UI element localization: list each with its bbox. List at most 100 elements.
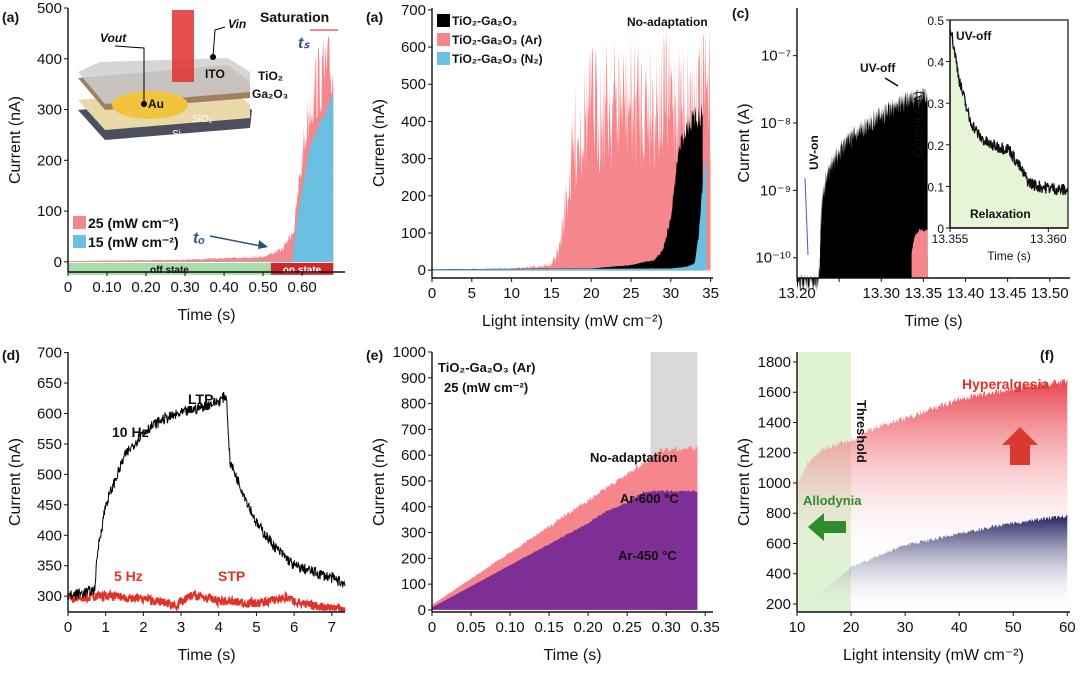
y-tick-label: 0.1 [927, 180, 944, 194]
y-tick-label: 0 [54, 254, 62, 271]
y-tick-label: 500 [401, 473, 426, 490]
x-tick-label: 4 [215, 619, 223, 636]
series-area-0 [432, 28, 711, 271]
y-axis-label: Current (nA) [911, 91, 925, 157]
y-tick-label: 400 [37, 527, 62, 544]
vin-wire [212, 26, 226, 58]
y-tick-label: 400 [766, 566, 791, 583]
to-arrowhead [258, 240, 268, 249]
series-area-black [797, 87, 928, 293]
y-tick-label: 300 [37, 588, 62, 605]
y-tick-label: 700 [37, 345, 62, 362]
y-tick-label: 1200 [758, 445, 791, 462]
threshold-label: Threshold [854, 400, 869, 463]
axes-5 [793, 352, 1070, 616]
vin-label: Vin [228, 17, 246, 31]
ito-label: ITO [205, 67, 225, 81]
ltp-label: LTP [188, 391, 213, 407]
series-line-10hz [67, 391, 346, 600]
series-line-5hz [67, 588, 346, 613]
no-adaptation-label: No-adaptation [627, 15, 708, 29]
legend-label: TiO₂-Ga₂O₃ (N₂) [452, 52, 543, 66]
legend-swatch-0 [73, 216, 86, 229]
x-tick-label: 0.05 [456, 619, 485, 636]
y-tick-label: 300 [401, 525, 426, 542]
y-axis-label: Current (nA) [371, 99, 388, 187]
y-tick-label: 10⁻⁸ [760, 115, 791, 132]
y-axis-label: Current (nA) [7, 96, 24, 184]
x-tick-label: 25 [623, 285, 640, 302]
x-tick-label: 0.20 [574, 619, 603, 636]
y-axis-label: Current (nA) [371, 438, 388, 526]
y-tick-label: 1000 [393, 344, 426, 361]
y-tick-label: 100 [401, 576, 426, 593]
material-label: TiO₂-Ga₂O₃ (Ar) [438, 360, 536, 375]
x-tick-label: 13.50 [1031, 285, 1069, 302]
x-tick-label: 0 [428, 285, 436, 302]
y-tick-label: 200 [37, 152, 62, 169]
label-10hz: 10 Hz [112, 424, 149, 440]
x-tick-label: 50 [1005, 619, 1022, 636]
stp-label: STP [218, 568, 245, 584]
y-tick-label: 100 [37, 203, 62, 220]
y-tick-label: 500 [37, 466, 62, 483]
hyperalgesia-label: Hyperalgesia [962, 376, 1049, 392]
x-tick-label: 0.30 [652, 619, 681, 636]
x-tick-label: 10 [503, 285, 520, 302]
x-tick-label: 0.10 [495, 619, 524, 636]
y-axis-label: Current (A) [736, 103, 753, 182]
x-tick-label: 13.355 [932, 232, 969, 246]
x-tick-label: 6 [290, 619, 298, 636]
legend-label: 15 (mW cm⁻²) [88, 234, 179, 250]
x-tick-label: 30 [662, 285, 679, 302]
saturation-label: Saturation [260, 9, 329, 25]
light-beam [172, 10, 194, 82]
x-tick-label: 0 [428, 619, 436, 636]
x-tick-label: 0 [64, 619, 72, 636]
panel-e [432, 352, 698, 610]
x-tick-label: 7 [328, 619, 336, 636]
y-tick-label: 200 [766, 596, 791, 613]
y-tick-label: 0.4 [927, 56, 944, 70]
legend-swatch-1 [437, 33, 450, 46]
axes-2 [793, 8, 1070, 282]
x-tick-label: 40 [951, 619, 968, 636]
panel-f [797, 352, 1068, 612]
sio2-label: SiO₂ [192, 114, 213, 125]
x-tick-label: 0.25 [613, 619, 642, 636]
inset-decay-line [949, 29, 1069, 196]
y-tick-label: 300 [401, 151, 426, 168]
vout-label: Vout [100, 31, 127, 45]
uv-off-label: UV-off [860, 61, 896, 75]
x-tick-label: 0.35 [691, 619, 720, 636]
x-tick-label: 30 [897, 619, 914, 636]
panel-a [68, 10, 338, 275]
axes-0 [64, 7, 345, 276]
x-tick-label: 0.40 [209, 279, 238, 296]
x-tick-label: 13.20 [778, 285, 816, 302]
uv-off-arrow [884, 77, 899, 87]
y-tick-label: 800 [401, 396, 426, 413]
y-axis-label: Current (nA) [7, 438, 24, 526]
y-tick-label: 1800 [758, 354, 791, 371]
y-tick-label: 10⁻⁷ [761, 48, 791, 65]
y-tick-label: 0.2 [927, 139, 944, 153]
x-tick-label: 0.60 [287, 279, 316, 296]
vout-wire [114, 45, 145, 104]
tio2-label: TiO₂ [258, 69, 283, 83]
hyperalgesia-area [797, 378, 1068, 567]
y-tick-label: 10⁻⁹ [760, 182, 791, 199]
y-tick-label: 450 [37, 497, 62, 514]
legend-label: 25 (mW cm⁻²) [88, 215, 179, 231]
x-tick-label: 10 [789, 619, 806, 636]
allodynia-label: Allodynia [803, 493, 862, 508]
y-tick-label: 200 [401, 550, 426, 567]
x-tick-label: 0.50 [248, 279, 277, 296]
au-electrode [112, 91, 188, 119]
x-tick-label: 15 [543, 285, 560, 302]
y-tick-label: 1000 [758, 475, 791, 492]
x-axis-label: Time (s) [987, 249, 1031, 263]
x-tick-label: 0.10 [92, 279, 121, 296]
ito-layer [78, 58, 250, 104]
